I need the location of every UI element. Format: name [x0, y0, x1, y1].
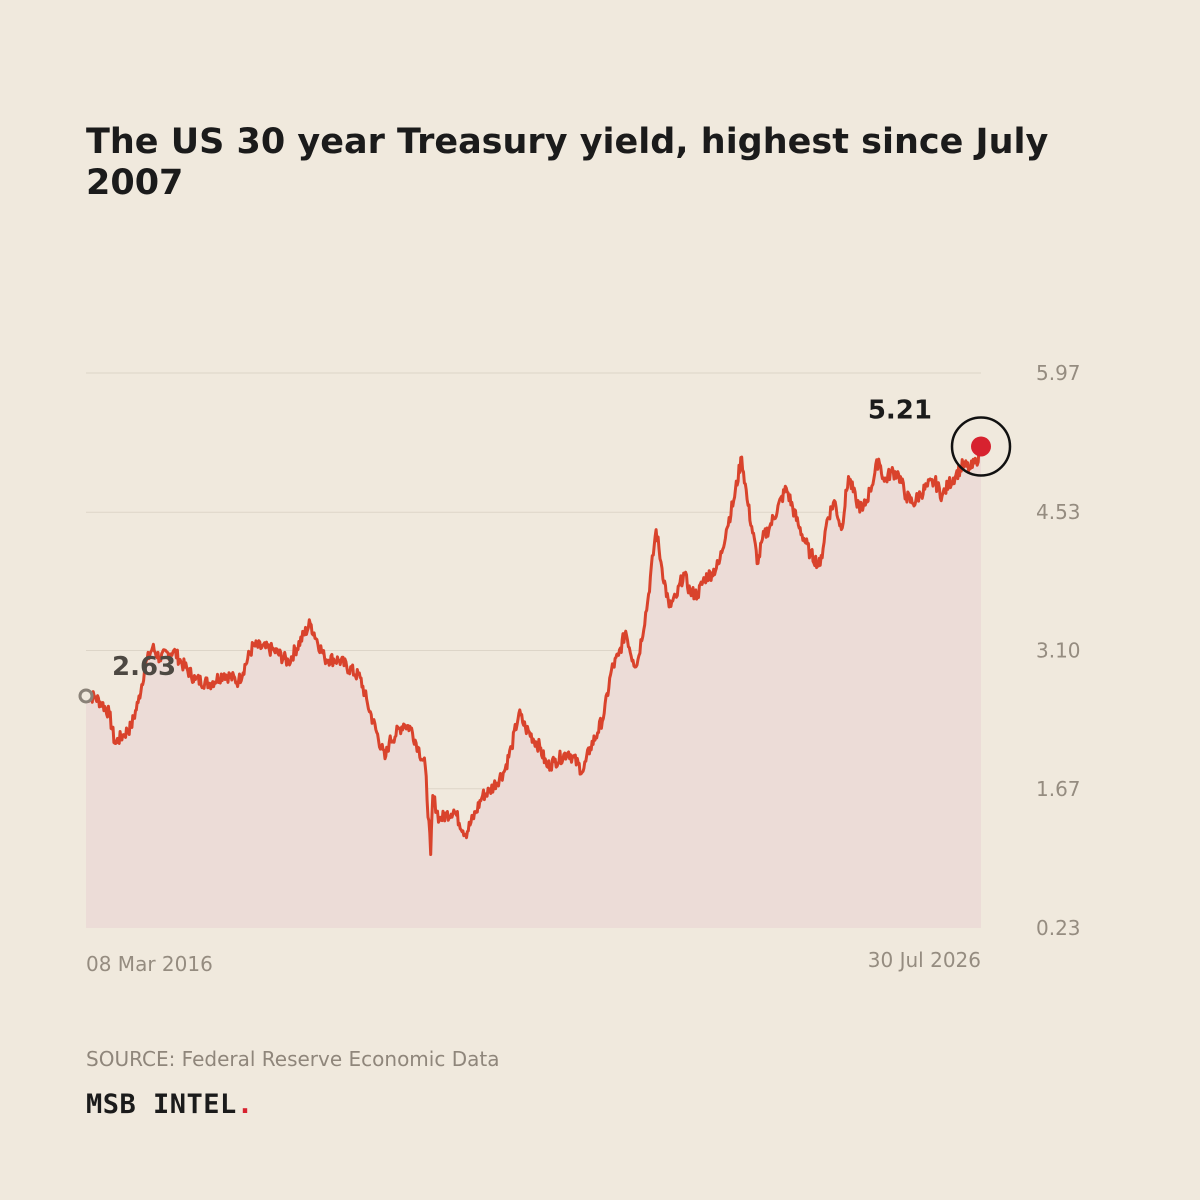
x-tick-label-end: 30 Jul 2026 [868, 948, 981, 972]
brand-dot: . [236, 1089, 254, 1120]
value-markers: 2.63 5.21 [78, 395, 1012, 704]
end-marker [971, 436, 991, 457]
chart-title: The US 30 year Treasury yield, highest s… [86, 122, 1049, 203]
end-value-label: 5.21 [868, 395, 932, 425]
y-tick-label: 1.67 [1036, 777, 1081, 801]
yield-series-line [85, 445, 983, 856]
end-marker-ring [950, 416, 1012, 477]
x-tick-label-start: 08 Mar 2016 [86, 952, 213, 976]
y-axis-ticks: 0.23 1.67 3.10 4.53 5.97 [1036, 361, 1081, 940]
x-axis-ticks: 08 Mar 2016 30 Jul 2026 [86, 948, 981, 976]
y-tick-label: 4.53 [1036, 500, 1081, 524]
start-value-label: 2.63 [112, 652, 176, 682]
yield-area-fill [86, 446, 981, 928]
y-tick-label: 5.97 [1036, 361, 1081, 385]
y-tick-label: 0.23 [1036, 916, 1081, 940]
brand-name: MSB INTEL [86, 1089, 237, 1120]
brand-logo: MSB INTEL. [86, 1089, 254, 1120]
y-tick-label: 3.10 [1036, 639, 1081, 663]
start-marker [78, 688, 94, 704]
source-note: SOURCE: Federal Reserve Economic Data [86, 1047, 500, 1071]
